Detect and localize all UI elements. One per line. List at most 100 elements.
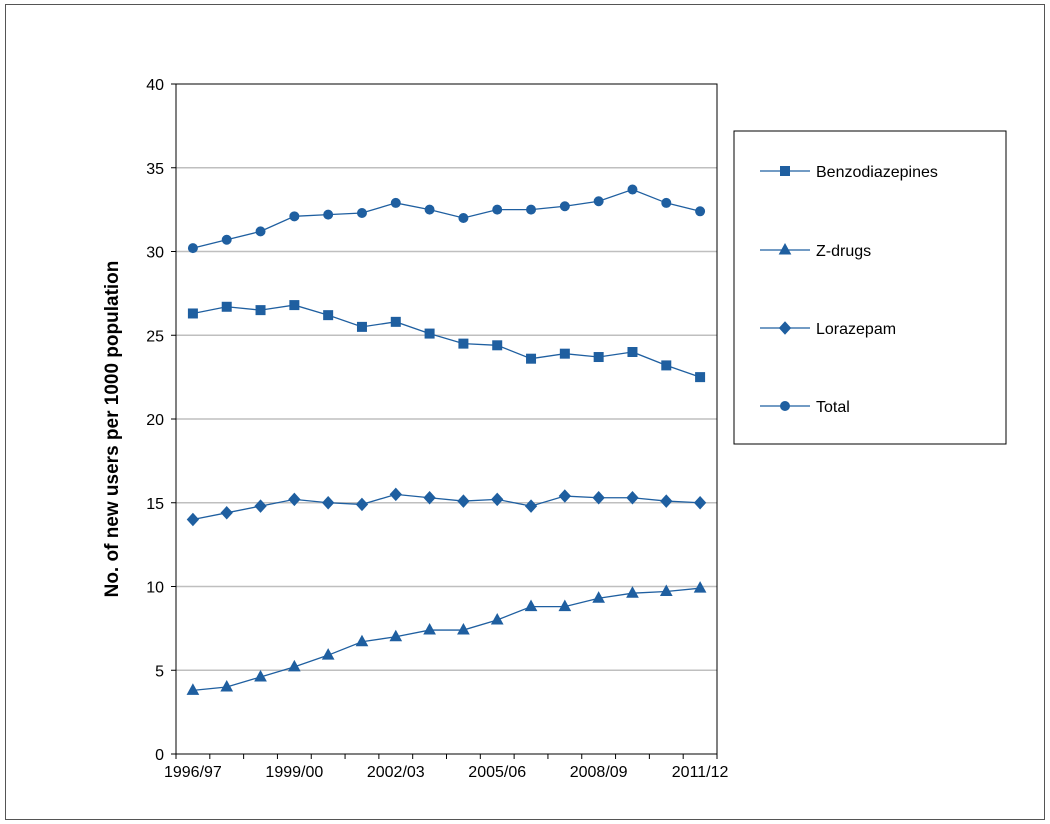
data-point-benzodiazepines	[424, 328, 435, 339]
data-point-benzodiazepines	[187, 308, 198, 319]
grid-lines	[176, 167, 717, 671]
data-point-lorazepam	[558, 489, 572, 503]
series-benzodiazepines	[187, 300, 706, 383]
data-point-benzodiazepines	[458, 338, 469, 349]
data-point-z-drugs	[659, 584, 673, 597]
data-point-z-drugs	[558, 599, 572, 612]
data-point-z-drugs	[423, 623, 436, 635]
data-point-benzodiazepines	[221, 301, 232, 312]
legend-box	[733, 130, 1007, 445]
x-tick-label: 1996/97	[164, 764, 222, 781]
data-point-lorazepam	[592, 490, 605, 505]
data-point-z-drugs	[254, 669, 267, 682]
data-point-lorazepam	[186, 512, 200, 527]
series-line-benzodiazepines	[192, 304, 701, 378]
data-point-total	[458, 213, 469, 223]
legend-label: Lorazepam	[816, 321, 896, 338]
data-point-total	[289, 211, 300, 222]
data-point-lorazepam	[254, 499, 267, 513]
data-point-lorazepam	[693, 496, 707, 510]
data-point-z-drugs	[287, 659, 301, 672]
x-tick-label: 2011/12	[672, 764, 729, 781]
data-point-benzodiazepines	[559, 348, 570, 359]
x-tick-label: 2002/03	[367, 764, 425, 781]
data-point-benzodiazepines	[289, 300, 300, 311]
x-tick-label: 1999/00	[265, 764, 323, 781]
legend-item-lorazepam: Lorazepam	[760, 321, 896, 338]
data-point-lorazepam	[660, 494, 673, 508]
data-point-lorazepam	[389, 487, 402, 502]
data-point-lorazepam	[220, 506, 233, 520]
data-point-lorazepam	[288, 492, 301, 507]
data-point-total	[424, 204, 435, 215]
data-point-z-drugs	[220, 679, 234, 692]
y-tick-label: 30	[146, 245, 164, 262]
series-total	[187, 184, 706, 254]
data-point-z-drugs	[321, 648, 335, 660]
legend-marker-benzodiazepines	[780, 166, 790, 176]
data-point-total	[627, 184, 638, 195]
series-line-total	[192, 188, 701, 249]
legend: Benzodiazepines Z-drugs Lorazepam Total	[733, 130, 1007, 445]
x-tick-label: 2008/09	[570, 764, 628, 781]
data-point-benzodiazepines	[627, 347, 638, 357]
data-point-total	[593, 196, 604, 207]
data-point-lorazepam	[457, 494, 470, 508]
data-point-benzodiazepines	[356, 321, 367, 332]
legend-label: Z-drugs	[816, 243, 871, 260]
data-point-z-drugs	[626, 586, 639, 598]
data-point-total	[526, 204, 537, 215]
data-point-lorazepam	[355, 497, 369, 512]
data-point-benzodiazepines	[695, 372, 706, 383]
data-point-total	[187, 243, 198, 254]
data-point-benzodiazepines	[661, 360, 672, 371]
data-point-lorazepam	[321, 496, 335, 510]
y-tick-label: 10	[146, 580, 164, 597]
data-point-total	[323, 209, 334, 220]
data-point-benzodiazepines	[390, 316, 401, 327]
y-tick-label: 40	[146, 77, 164, 94]
data-point-benzodiazepines	[492, 340, 503, 351]
y-axis: 0 5 10 15 20 25 30 35 40	[146, 77, 176, 764]
y-axis-label: No. of new users per 1000 population	[102, 261, 123, 598]
data-point-total	[492, 204, 503, 215]
y-tick-label: 20	[146, 412, 164, 429]
legend-label: Benzodiazepines	[816, 164, 938, 181]
legend-label: Total	[816, 399, 850, 416]
data-point-lorazepam	[423, 490, 436, 505]
data-point-z-drugs	[592, 591, 606, 603]
data-point-z-drugs	[693, 581, 707, 593]
data-point-total	[221, 234, 232, 245]
x-axis: 1996/97 1999/00 2002/03 2005/06 2008/09 2011/…	[164, 754, 729, 781]
data-point-z-drugs	[355, 634, 369, 647]
data-point-total	[559, 201, 570, 212]
data-point-z-drugs	[186, 683, 200, 695]
data-point-total	[255, 226, 266, 237]
data-point-z-drugs	[490, 612, 504, 625]
data-point-z-drugs	[389, 629, 403, 642]
figure-frame	[5, 4, 1045, 820]
y-tick-label: 5	[155, 663, 164, 680]
data-point-z-drugs	[457, 623, 470, 635]
data-point-lorazepam	[524, 499, 538, 513]
data-point-lorazepam	[626, 490, 639, 505]
y-tick-label: 15	[146, 496, 164, 513]
series-z-drugs	[186, 581, 707, 695]
data-point-benzodiazepines	[593, 352, 604, 363]
data-point-z-drugs	[524, 599, 538, 612]
data-point-lorazepam	[491, 492, 504, 507]
y-tick-label: 25	[146, 328, 164, 345]
x-tick-label: 2005/06	[468, 764, 526, 781]
data-point-benzodiazepines	[526, 353, 537, 364]
data-point-benzodiazepines	[323, 310, 334, 321]
y-tick-label: 35	[146, 161, 164, 178]
legend-marker-z-drugs	[778, 242, 792, 255]
legend-marker-lorazepam	[778, 321, 792, 335]
data-point-total	[356, 207, 367, 218]
legend-item-benzodiazepines: Benzodiazepines	[760, 164, 938, 181]
series-group	[186, 184, 707, 695]
legend-item-total: Total	[760, 399, 850, 416]
legend-marker-total	[780, 401, 790, 411]
data-point-total	[390, 197, 401, 208]
